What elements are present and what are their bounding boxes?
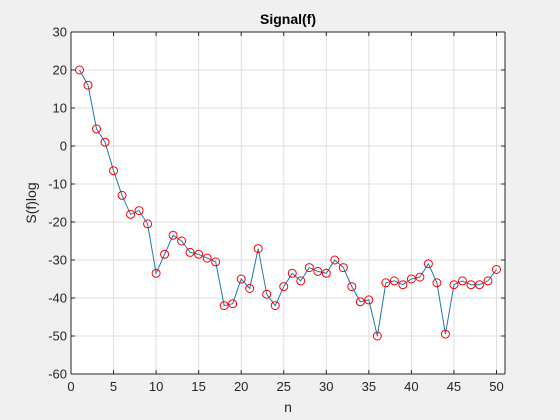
data-point-marker [338, 263, 348, 273]
y-tick-label: 20 [53, 63, 67, 78]
data-point-marker [364, 295, 374, 305]
y-tick-label: -30 [48, 253, 67, 268]
data-point-marker [75, 65, 85, 75]
data-point-marker [313, 266, 323, 276]
data-point-marker [83, 80, 93, 90]
data-point-marker [296, 276, 306, 286]
data-point-marker [279, 282, 289, 292]
data-point-marker [211, 257, 221, 267]
data-point-marker [228, 299, 238, 309]
data-point-marker [415, 272, 425, 282]
data-point-marker [253, 244, 263, 254]
plot-area [71, 32, 505, 374]
data-point-marker [372, 331, 382, 341]
y-tick-label: 30 [53, 25, 67, 40]
y-tick-label: -10 [48, 177, 67, 192]
data-point-marker [347, 282, 357, 292]
data-point-marker [270, 301, 280, 311]
x-tick-label: 45 [447, 379, 461, 394]
y-tick-label: -20 [48, 215, 67, 230]
data-point-marker [177, 236, 187, 246]
x-tick-label: 10 [149, 379, 163, 394]
x-tick-label: 15 [191, 379, 205, 394]
data-point-marker [483, 276, 493, 286]
data-point-marker [355, 297, 365, 307]
x-tick-label: 20 [234, 379, 248, 394]
data-point-marker [449, 280, 459, 290]
data-point-marker [143, 219, 153, 229]
y-tick-label: -40 [48, 291, 67, 306]
data-point-marker [168, 230, 178, 240]
data-point-marker [262, 289, 272, 299]
data-point-marker [432, 278, 442, 288]
data-point-marker [330, 255, 340, 265]
data-point-marker [304, 263, 314, 273]
series-line [79, 69, 497, 337]
data-point-marker [423, 259, 433, 269]
data-point-marker [406, 274, 416, 284]
data-point-marker [321, 268, 331, 278]
data-point-marker [381, 278, 391, 288]
chart-title: Signal(f) [260, 11, 316, 27]
data-point-marker [236, 274, 246, 284]
data-point-marker [134, 206, 144, 216]
x-tick-label: 25 [277, 379, 291, 394]
data-point-marker [100, 137, 110, 147]
data-point-marker [126, 209, 136, 219]
data-point-marker [287, 268, 297, 278]
ticks: 0 5 10 15 20 25 30 35 40 45 50 30 20 10 0 -10 -20 -30 -40 -… [48, 25, 505, 394]
data-point-marker [474, 280, 484, 290]
x-tick-label: 35 [362, 379, 376, 394]
axes [70, 31, 506, 375]
data-point-marker [398, 280, 408, 290]
data-point-marker [194, 249, 204, 259]
x-tick-label: 30 [319, 379, 333, 394]
data-point-marker [185, 247, 195, 257]
y-tick-label: 10 [53, 101, 67, 116]
data-point-marker [245, 284, 255, 293]
y-axis-label: S(f)log [23, 182, 39, 223]
x-tick-label: 40 [404, 379, 418, 394]
data-point-marker [202, 253, 212, 263]
data-point-marker [466, 280, 476, 290]
data-point-marker [109, 166, 119, 176]
data-point-marker [440, 329, 450, 339]
x-tick-label: 0 [67, 379, 74, 394]
y-tick-label: -60 [48, 367, 67, 382]
x-tick-label: 50 [489, 379, 503, 394]
data-point-marker [389, 276, 399, 286]
data-point-marker [117, 190, 127, 200]
data-point-marker [219, 301, 229, 311]
series [75, 65, 501, 341]
data-point-marker [151, 268, 161, 278]
x-axis-label: n [284, 399, 292, 415]
data-point-marker [457, 276, 467, 286]
data-point-marker [160, 249, 170, 259]
x-tick-label: 5 [110, 379, 117, 394]
data-point-marker [92, 124, 102, 134]
y-tick-label: 0 [60, 139, 67, 154]
data-point-marker [491, 265, 501, 274]
y-tick-label: -50 [48, 329, 67, 344]
